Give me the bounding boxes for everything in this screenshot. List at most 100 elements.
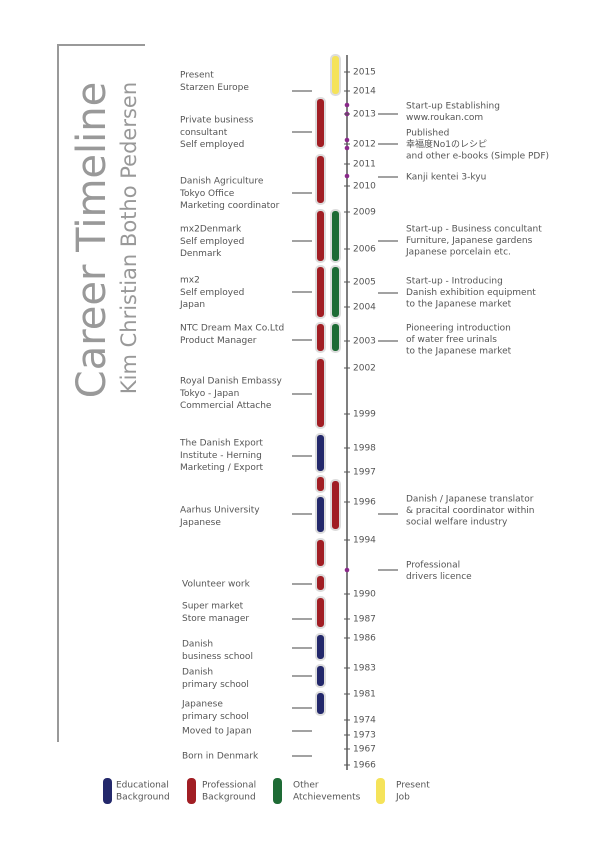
right-entry-line: Professional [406,561,460,571]
legend-swatch [103,778,112,804]
legend-label: Other [293,781,319,791]
left-entry-line: Moved to Japan [182,727,252,737]
year-label: 1974 [353,716,376,726]
left-entry-line: Institute - Herning [180,451,262,461]
left-entry-line: primary school [182,680,249,690]
right-entry-line: & pracital coordinator within [406,506,535,516]
year-label: 1997 [353,468,376,478]
period-bar [330,322,341,353]
year-label: 1973 [353,731,376,741]
year-label: 2009 [353,208,376,218]
period-bar [315,154,326,205]
left-entry-line: Born in Denmark [182,752,259,762]
period-bar [315,596,326,629]
left-entry-line: Japan [179,300,205,310]
left-entry-line: Aarhus University [180,506,260,516]
right-entry-line: www.roukan.com [406,113,483,123]
left-entry-line: Marketing coordinator [180,201,280,211]
left-entry-line: business school [182,652,253,662]
left-entry-line: The Danish Export [179,439,263,449]
year-label: 2006 [353,245,376,255]
legend-label: Job [395,793,410,803]
left-entry-line: Present [180,71,214,81]
right-entry-line: Start-up - Business concultant [406,225,542,235]
left-entry-line: Danish [182,640,213,650]
legend-label: Professional [202,781,256,791]
period-bar [330,265,341,319]
period-bar [315,322,326,353]
milestone-dot [344,145,350,151]
period-bar [315,664,326,688]
period-bar [330,209,341,263]
right-entry-line: Danish exhibition equipment [406,288,536,298]
period-bar [315,209,326,263]
year-label: 1998 [353,444,376,454]
left-entry-line: consultant [180,128,228,138]
left-entry-line: Private business [180,116,254,126]
left-entry-line: Product Manager [180,336,257,346]
left-entry-line: Marketing / Export [180,463,264,473]
year-label: 2002 [353,364,376,374]
legend-label: Educational [116,781,169,791]
right-entry-line: Pioneering introduction [406,324,511,334]
year-label: 2005 [353,278,376,288]
period-bar [315,538,326,568]
right-entry-line: social welfare industry [406,518,508,528]
period-bar [315,633,326,661]
period-bar [315,265,326,319]
left-entry-line: mx2 [180,276,200,286]
left-entry-line: primary school [182,712,249,722]
year-label: 1999 [353,410,376,420]
title: Career Timeline [69,82,115,398]
left-entry-line: Super market [182,602,244,612]
right-entry-line: 幸福度No1のレシピ [406,138,487,150]
legend-swatch [187,778,196,804]
left-entry-line: Self employed [180,237,244,247]
legend-swatch [273,778,282,804]
year-label: 2015 [353,68,376,78]
year-label: 2012 [353,140,376,150]
year-label: 1983 [353,664,376,674]
period-bar [315,691,326,716]
right-entry-line: to the Japanese market [406,347,512,357]
legend-label: Atchievements [293,793,361,803]
right-entry-line: Kanji kentei 3-kyu [406,173,486,183]
year-label: 2010 [353,182,376,192]
milestone-dot [344,102,350,108]
period-bar [315,475,326,493]
left-entry-line: Store manager [182,614,249,624]
bars [315,54,341,716]
right-entry-line: Furniture, Japanese gardens [406,236,533,246]
left-entry-line: Danish Agriculture [180,177,264,187]
period-bar [315,97,326,149]
right-entry-line: drivers licence [406,572,472,582]
left-entry-line: Denmark [180,249,222,259]
year-label: 1981 [353,690,376,700]
year-label: 2003 [353,337,376,347]
left-entry-line: Royal Danish Embassy [180,377,283,387]
milestone-dot [344,567,350,573]
year-label: 2014 [353,87,376,97]
left-entry-line: Commercial Attache [180,401,272,411]
year-label: 1987 [353,615,376,625]
year-label: 2004 [353,303,376,313]
right-entry-line: Danish / Japanese translator [406,495,534,505]
period-bar [330,54,341,96]
left-entry-line: Volunteer work [182,580,251,590]
left-entry-line: Japanese [181,700,223,710]
legend-label: Background [116,793,170,803]
year-label: 1990 [353,590,376,600]
left-entry-line: Starzen Europe [180,83,249,93]
right-entry-line: of water free urinals [406,335,497,345]
milestone-dot [344,137,350,143]
year-label: 1967 [353,745,376,755]
year-label: 1994 [353,536,376,546]
period-bar [315,574,326,592]
right-entry-line: to the Japanese market [406,300,512,310]
period-bar [315,495,326,534]
left-entry-line: NTC Dream Max Co.Ltd [180,324,284,334]
period-bar [330,479,341,531]
year-label: 1986 [353,634,376,644]
right-entry-line: Start-up Establishing [406,102,500,112]
